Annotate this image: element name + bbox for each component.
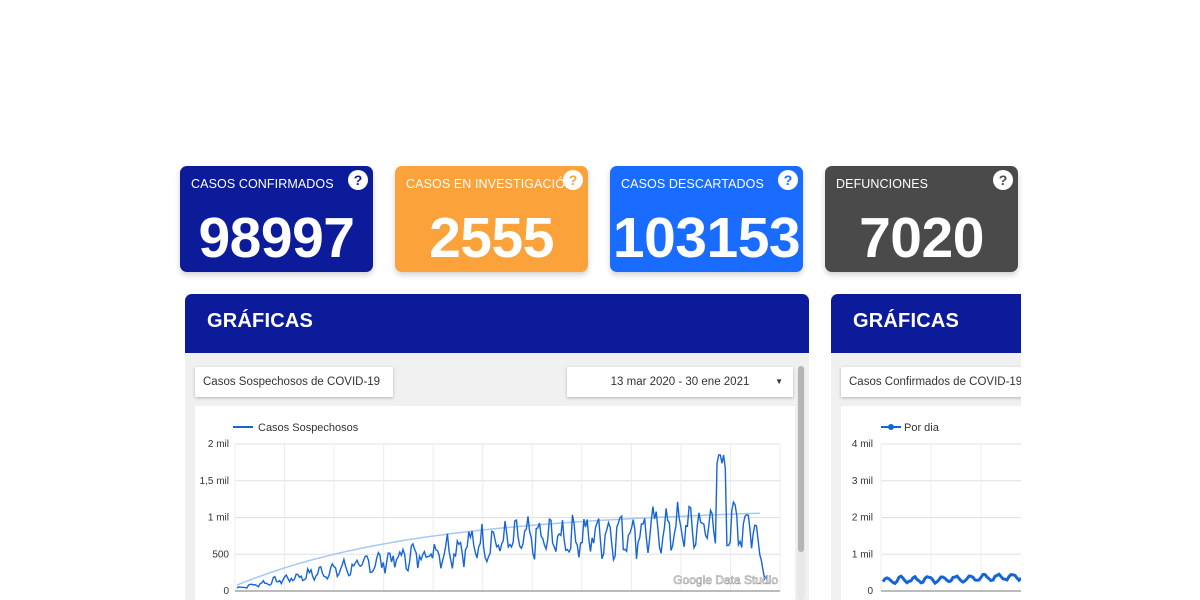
suspected-cases-chart: 0 500 1 mil 1,5 mil 2 mil Casos Sospechosos Go… [200,422,781,597]
filter-control[interactable]: Casos Sospechosos de COVID-19 [195,367,393,397]
series-line-por-dia [881,572,1021,586]
date-range-text: 13 mar 2020 - 30 ene 2021 [610,376,750,388]
help-icon[interactable]: ? [778,170,798,190]
y-tick-label: 2 mil [208,439,229,450]
card-label: CASOS CONFIRMADOS [191,177,334,191]
scrollbar[interactable] [797,366,805,600]
y-tick-label: 1,5 mil [200,476,229,487]
panel-title: GRÁFICAS [853,310,960,332]
card-casos-en-investigacion: CASOS EN INVESTIGACIÓN ? 2555 [395,166,588,272]
y-tick-label: 1 mil [208,513,229,524]
card-defunciones: DEFUNCIONES ? 7020 [825,166,1018,272]
panel-header: GRÁFICAS [831,294,1021,353]
card-value: 98997 [198,206,355,270]
y-tick-label: 4 mil [852,439,873,450]
scrollbar-thumb[interactable] [798,366,804,552]
legend-label: Por dia [904,422,940,434]
card-value: 7020 [859,206,984,270]
caret-down-icon: ▼ [775,377,783,386]
card-value: 103153 [612,206,801,270]
filter-label: Casos Confirmados de COVID-19 [849,376,1021,388]
help-icon[interactable]: ? [563,170,583,190]
legend-label: Casos Sospechosos [258,422,359,434]
legend-marker [888,424,894,430]
card-value: 2555 [429,206,554,270]
filter-control[interactable]: Casos Confirmados de COVID-19 [841,367,1021,397]
panel-title: GRÁFICAS [207,310,314,332]
panel-header: GRÁFICAS [185,294,809,353]
y-tick-label: 500 [212,549,229,560]
card-casos-descartados: CASOS DESCARTADOS ? 103153 [610,166,803,272]
y-tick-label: 0 [223,586,229,597]
y-tick-label: 3 mil [852,476,873,487]
help-icon[interactable]: ? [348,170,368,190]
help-icon[interactable]: ? [993,170,1013,190]
chart-area: 0 1 mil 2 mil 3 mil 4 mil Por dia [841,406,1021,600]
graficas-panel-sospechosos: GRÁFICAS Casos Sospechosos de COVID-19 1… [185,294,809,600]
card-label: CASOS EN INVESTIGACIÓN [406,177,575,191]
card-label: DEFUNCIONES [836,177,929,191]
y-tick-label: 0 [867,586,873,597]
chart-area: 0 500 1 mil 1,5 mil 2 mil Casos Sospechosos Go… [195,406,795,600]
card-label: CASOS DESCARTADOS [621,177,764,191]
card-casos-confirmados: CASOS CONFIRMADOS ? 98997 [180,166,373,272]
filter-label: Casos Sospechosos de COVID-19 [203,376,381,388]
confirmed-cases-chart: 0 1 mil 2 mil 3 mil 4 mil Por dia [852,422,1021,597]
y-tick-label: 1 mil [852,549,873,560]
y-tick-label: 2 mil [852,513,873,524]
series-line-casos-sospechosos [236,454,769,589]
trend-line [236,512,760,586]
watermark: Google Data Studio [673,573,778,587]
date-range-picker[interactable]: 13 mar 2020 - 30 ene 2021 ▼ [567,367,793,397]
graficas-panel-confirmados: GRÁFICAS Casos Confirmados de COVID-19 0… [831,294,1021,600]
